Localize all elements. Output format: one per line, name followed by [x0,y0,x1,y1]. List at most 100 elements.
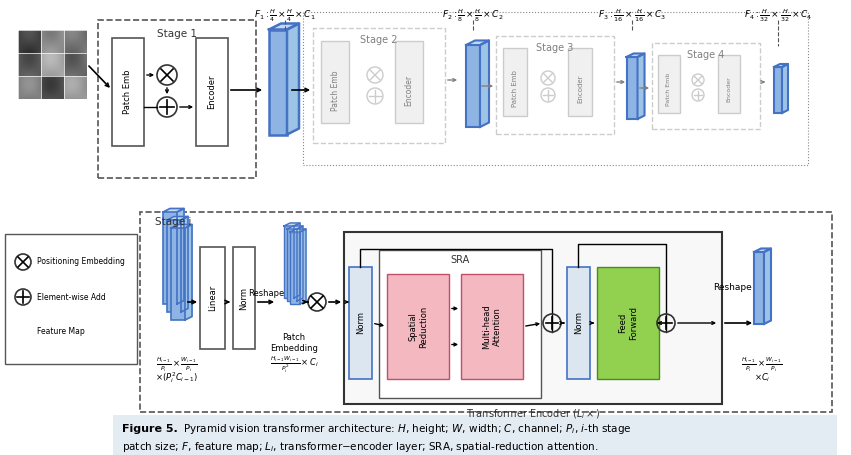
Polygon shape [297,226,303,301]
Text: $F_1:\frac{H}{4}\times\frac{H}{4}\times C_1$: $F_1:\frac{H}{4}\times\frac{H}{4}\times … [254,8,316,24]
FancyBboxPatch shape [163,212,177,304]
Polygon shape [294,223,300,298]
Text: Element-wise Add: Element-wise Add [37,293,106,302]
Text: $\frac{H_{i-1}}{P_i}\times\frac{W_{i-1}}{P_i}$: $\frac{H_{i-1}}{P_i}\times\frac{W_{i-1}}… [157,356,197,374]
FancyBboxPatch shape [167,220,181,312]
FancyBboxPatch shape [496,36,614,134]
FancyBboxPatch shape [290,232,300,304]
Polygon shape [163,208,184,212]
Polygon shape [466,40,489,45]
Polygon shape [181,217,188,312]
Text: Feed
Forward: Feed Forward [619,306,637,340]
Polygon shape [782,64,788,113]
Polygon shape [290,229,306,232]
FancyBboxPatch shape [461,274,523,379]
Text: Spatial
Reduction: Spatial Reduction [408,305,428,348]
Text: Patch
Embedding: Patch Embedding [270,334,318,353]
FancyBboxPatch shape [344,232,722,404]
Polygon shape [287,226,303,229]
Polygon shape [637,54,644,119]
Text: Linear: Linear [208,285,217,311]
FancyBboxPatch shape [313,28,445,143]
FancyBboxPatch shape [112,38,144,146]
Polygon shape [177,208,184,304]
FancyBboxPatch shape [171,228,185,320]
FancyBboxPatch shape [718,55,740,113]
Polygon shape [269,24,299,30]
FancyBboxPatch shape [284,226,294,298]
Polygon shape [300,229,306,304]
FancyBboxPatch shape [349,267,372,379]
Text: Transformer Encoder ($L_i\times$): Transformer Encoder ($L_i\times$) [465,407,600,421]
Text: $F_2:\frac{H}{8}\times\frac{H}{8}\times C_2$: $F_2:\frac{H}{8}\times\frac{H}{8}\times … [443,8,504,24]
Polygon shape [284,223,300,226]
Text: $F_3:\frac{H}{16}\times\frac{H}{16}\times C_3$: $F_3:\frac{H}{16}\times\frac{H}{16}\time… [598,8,666,24]
Text: Stage 4: Stage 4 [688,50,725,60]
FancyBboxPatch shape [774,67,782,113]
FancyBboxPatch shape [626,57,637,119]
Text: Patch Emb: Patch Emb [330,70,340,111]
Text: Encoder: Encoder [404,75,414,106]
FancyBboxPatch shape [140,212,832,412]
Text: Encoder: Encoder [577,75,583,103]
FancyBboxPatch shape [269,30,287,135]
Text: $\times C_i$: $\times C_i$ [754,372,770,384]
Text: Multi-head
Attention: Multi-head Attention [483,304,502,349]
FancyBboxPatch shape [5,234,137,364]
FancyBboxPatch shape [387,274,449,379]
FancyBboxPatch shape [466,45,480,127]
Text: Positioning Embedding: Positioning Embedding [37,258,125,267]
Text: Patch Emb: Patch Emb [123,70,133,114]
Polygon shape [19,319,32,322]
FancyBboxPatch shape [597,267,659,379]
FancyBboxPatch shape [379,250,541,398]
FancyBboxPatch shape [98,20,256,178]
FancyBboxPatch shape [200,247,225,349]
Polygon shape [764,248,771,324]
Text: SRA: SRA [450,255,470,265]
Polygon shape [480,40,489,127]
Text: Encoder: Encoder [727,76,732,102]
FancyBboxPatch shape [19,322,27,342]
FancyBboxPatch shape [196,38,228,146]
Polygon shape [774,64,788,67]
Text: patch size; $F$, feature map; $L_i$, transformer$-$encoder layer; SRA, spatial-r: patch size; $F$, feature map; $L_i$, tra… [122,440,598,454]
FancyBboxPatch shape [287,229,297,301]
Polygon shape [171,224,192,228]
Text: Reshape: Reshape [712,283,751,293]
Text: $\times (P_i^2 C_{i-1})$: $\times (P_i^2 C_{i-1})$ [156,370,198,385]
Text: Stage 2: Stage 2 [360,35,397,45]
FancyBboxPatch shape [395,41,423,123]
Text: $\frac{H_{i-1}W_{i-1}}{P_i^2}\times C_i$: $\frac{H_{i-1}W_{i-1}}{P_i^2}\times C_i$ [270,355,318,375]
FancyBboxPatch shape [754,252,764,324]
FancyBboxPatch shape [321,41,349,123]
Text: Reshape: Reshape [248,289,284,298]
Text: Figure 5.: Figure 5. [122,424,178,434]
FancyBboxPatch shape [503,48,527,116]
Text: Feature Map: Feature Map [37,328,85,337]
Polygon shape [754,248,771,252]
Text: Norm: Norm [356,312,365,334]
Text: $\frac{H_{i-1}}{P_i}\times\frac{W_{i-1}}{P_i}$: $\frac{H_{i-1}}{P_i}\times\frac{W_{i-1}}… [741,356,783,374]
FancyBboxPatch shape [568,48,592,116]
Text: Stage 1: Stage 1 [157,29,197,39]
FancyBboxPatch shape [652,43,760,129]
Text: Norm: Norm [239,287,248,309]
Polygon shape [185,224,192,320]
Polygon shape [167,217,188,220]
Text: Encoder: Encoder [208,75,216,109]
FancyBboxPatch shape [658,55,680,113]
Text: Pyramid vision transformer architecture: $H$, height; $W$, width; $C$, channel; : Pyramid vision transformer architecture:… [183,422,631,436]
Text: Stage i: Stage i [155,217,191,227]
Text: Norm: Norm [574,312,583,334]
Text: Patch Emb: Patch Emb [512,71,518,107]
FancyBboxPatch shape [567,267,590,379]
Text: Patch Emb: Patch Emb [666,72,671,106]
Polygon shape [626,54,644,57]
Polygon shape [287,24,299,135]
Text: Stage 3: Stage 3 [536,43,574,53]
FancyBboxPatch shape [233,247,255,349]
Text: $F_4:\frac{H}{32}\times\frac{H}{32}\times C_4$: $F_4:\frac{H}{32}\times\frac{H}{32}\time… [744,8,812,24]
FancyBboxPatch shape [113,415,837,455]
Polygon shape [27,319,32,342]
